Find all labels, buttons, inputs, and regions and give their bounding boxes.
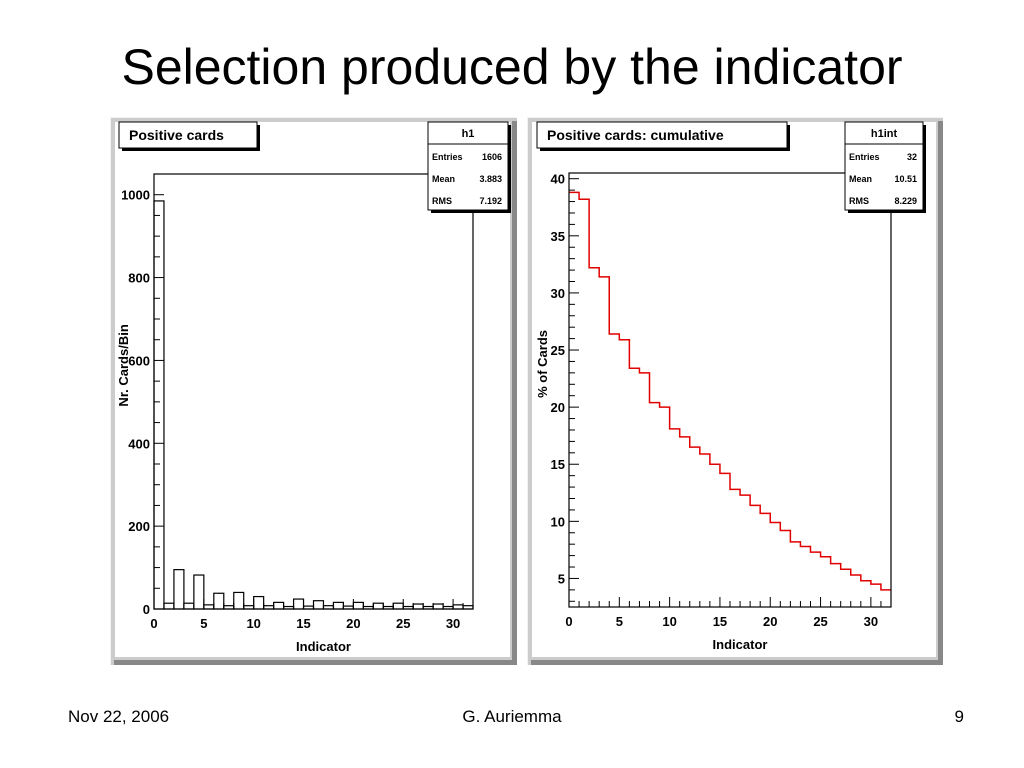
y-tick-label: 800: [128, 271, 150, 286]
title-box-frame: [118, 121, 258, 149]
stats-box-frame: [427, 121, 509, 211]
y-tick-label: 40: [551, 172, 565, 187]
stats-row-value: 7.192: [479, 196, 502, 206]
canvas-bevel-bottom: [531, 660, 943, 665]
y-tick-label: 10: [551, 514, 565, 529]
stats-row-value: 3.883: [479, 174, 502, 184]
stats-row-label: Entries: [849, 152, 880, 162]
y-tick-label: 1000: [121, 188, 150, 203]
x-tick-label: 10: [246, 616, 260, 631]
y-tick-label: 20: [551, 400, 565, 415]
stats-row-label: Mean: [432, 174, 455, 184]
chart-title: Positive cards: [129, 127, 224, 143]
x-tick-label: 25: [813, 614, 827, 629]
stats-row-value: 1606: [482, 152, 502, 162]
title-box: Positive cards: [118, 121, 260, 151]
y-tick-label: 400: [128, 436, 150, 451]
x-tick-label: 20: [763, 614, 777, 629]
y-tick-label: 200: [128, 519, 150, 534]
x-tick-label: 20: [346, 616, 360, 631]
stats-box: h1 Entries 1606 Mean 3.883 RMS 7.192: [427, 121, 511, 213]
title-box: Positive cards: cumulative: [536, 121, 790, 151]
histogram-h1int: 0 5 10 15 20 25 30 5 10 15 20 25 30 35 40 Indicator % of…: [527, 117, 943, 665]
y-tick-label: 5: [558, 571, 565, 586]
y-tick-label: 30: [551, 286, 565, 301]
x-tick-label: 15: [713, 614, 727, 629]
stats-row-value: 8.229: [894, 196, 917, 206]
cumulative-series-line: [569, 191, 891, 591]
x-tick-label: 10: [662, 614, 676, 629]
x-tick-label: 5: [616, 614, 623, 629]
stats-row-label: Mean: [849, 174, 872, 184]
y-axis-title: % of Cards: [535, 330, 550, 398]
x-axis-title: Indicator: [713, 637, 768, 652]
slide-title: Selection produced by the indicator: [121, 39, 903, 95]
x-tick-label: 5: [200, 616, 207, 631]
histogram-h1: 0 5 10 15 20 25 30 0 200 400 600 800 1000 Indicator Nr…: [110, 117, 517, 665]
y-tick-label: 600: [128, 353, 150, 368]
chart-panel-right: 0 5 10 15 20 25 30 5 10 15 20 25 30 35 40 Indicator % of…: [527, 117, 943, 665]
chart-title: Positive cards: cumulative: [547, 127, 724, 143]
x-axis-title: Indicator: [296, 639, 351, 654]
y-axis-title: Nr. Cards/Bin: [116, 324, 131, 406]
canvas-bevel-right: [938, 121, 943, 665]
stats-box-frame: [844, 121, 924, 211]
x-tick-label: 25: [396, 616, 410, 631]
title-box-frame: [536, 121, 788, 149]
x-tick-label: 0: [150, 616, 157, 631]
stats-row-label: RMS: [849, 196, 869, 206]
x-tick-label: 30: [864, 614, 878, 629]
page-number: 9: [954, 707, 964, 726]
stats-row-label: Entries: [432, 152, 463, 162]
stats-row-label: RMS: [432, 196, 452, 206]
stats-box-name: h1: [462, 128, 475, 140]
y-tick-label: 25: [551, 343, 565, 358]
y-tick-label: 15: [551, 457, 565, 472]
y-tick-label: 0: [143, 602, 150, 617]
canvas-bevel-right: [512, 121, 517, 665]
x-tick-label: 0: [565, 614, 572, 629]
canvas-bevel-bottom: [114, 660, 517, 665]
stats-row-value: 32: [907, 152, 917, 162]
stats-row-value: 10.51: [894, 174, 917, 184]
x-tick-label: 30: [446, 616, 460, 631]
y-tick-label: 35: [551, 229, 565, 244]
chart-panel-left: 0 5 10 15 20 25 30 0 200 400 600 800 1000 Indicator Nr…: [110, 117, 517, 665]
footer-author: G. Auriemma: [462, 707, 562, 726]
x-tick-label: 15: [296, 616, 310, 631]
stats-box: h1int Entries 32 Mean 10.51 RMS 8.229: [844, 121, 926, 213]
footer-date: Nov 22, 2006: [68, 707, 170, 726]
stats-box-name: h1int: [871, 128, 898, 140]
